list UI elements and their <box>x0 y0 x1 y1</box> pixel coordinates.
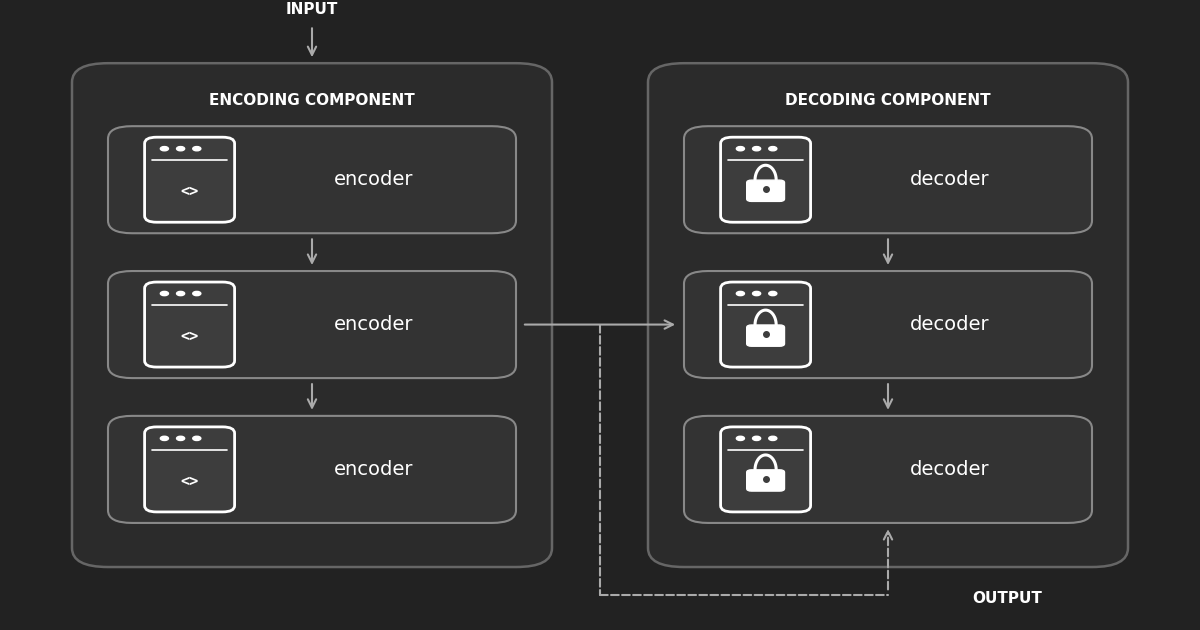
Text: <>: <> <box>180 328 199 343</box>
Circle shape <box>737 147 744 151</box>
Text: <>: <> <box>180 184 199 198</box>
Circle shape <box>769 147 776 151</box>
Text: encoder: encoder <box>334 460 413 479</box>
Circle shape <box>161 292 168 295</box>
Text: encoder: encoder <box>334 170 413 189</box>
Text: decoder: decoder <box>910 170 989 189</box>
Text: <>: <> <box>180 473 199 488</box>
FancyBboxPatch shape <box>108 271 516 378</box>
Text: DECODING COMPONENT: DECODING COMPONENT <box>785 93 991 108</box>
Text: INPUT: INPUT <box>286 2 338 17</box>
Circle shape <box>161 147 168 151</box>
Circle shape <box>769 292 776 295</box>
Circle shape <box>752 292 761 295</box>
FancyBboxPatch shape <box>145 427 235 512</box>
Text: decoder: decoder <box>910 460 989 479</box>
FancyBboxPatch shape <box>648 63 1128 567</box>
Circle shape <box>161 436 168 440</box>
FancyBboxPatch shape <box>684 416 1092 523</box>
Circle shape <box>769 436 776 440</box>
Text: decoder: decoder <box>910 315 989 334</box>
FancyBboxPatch shape <box>108 416 516 523</box>
Circle shape <box>737 436 744 440</box>
Circle shape <box>176 147 185 151</box>
FancyBboxPatch shape <box>720 282 811 367</box>
FancyBboxPatch shape <box>72 63 552 567</box>
Circle shape <box>752 436 761 440</box>
FancyBboxPatch shape <box>145 137 235 222</box>
Circle shape <box>176 436 185 440</box>
FancyBboxPatch shape <box>684 271 1092 378</box>
FancyBboxPatch shape <box>145 282 235 367</box>
Text: encoder: encoder <box>334 315 413 334</box>
Circle shape <box>737 292 744 295</box>
Circle shape <box>193 436 200 440</box>
FancyBboxPatch shape <box>684 126 1092 233</box>
FancyBboxPatch shape <box>746 470 785 491</box>
FancyBboxPatch shape <box>720 427 811 512</box>
Circle shape <box>752 147 761 151</box>
Circle shape <box>193 292 200 295</box>
FancyBboxPatch shape <box>108 126 516 233</box>
Text: ENCODING COMPONENT: ENCODING COMPONENT <box>209 93 415 108</box>
Circle shape <box>176 292 185 295</box>
FancyBboxPatch shape <box>746 180 785 202</box>
FancyBboxPatch shape <box>746 325 785 346</box>
Text: OUTPUT: OUTPUT <box>972 591 1042 606</box>
FancyBboxPatch shape <box>720 137 811 222</box>
Circle shape <box>193 147 200 151</box>
